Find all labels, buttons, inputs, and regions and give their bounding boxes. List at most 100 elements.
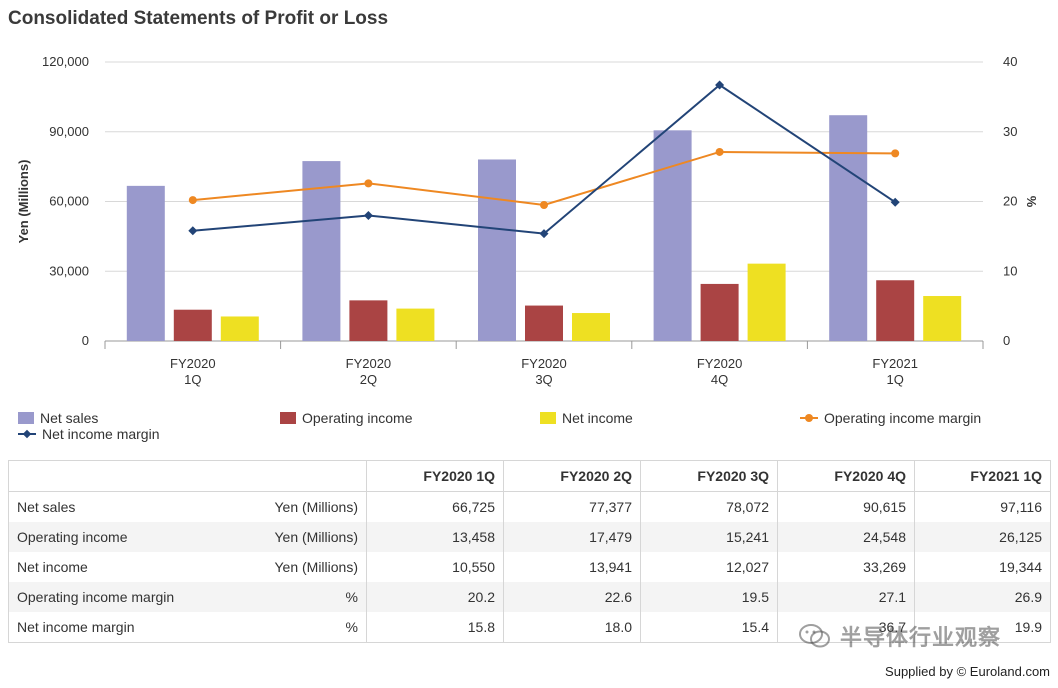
bar-net-sales	[829, 115, 868, 342]
table-cell: 12,027	[640, 552, 778, 582]
chart-legend: Net sales Operating income Net income Op…	[18, 410, 1048, 450]
bar-operating-income	[173, 309, 212, 341]
point-operating-income-margin	[540, 200, 548, 209]
y2-tick-label: 0	[1003, 333, 1010, 348]
row-name: Operating income	[8, 522, 209, 552]
table-cell: 20.2	[366, 582, 504, 612]
legend-label: Net sales	[40, 410, 99, 426]
bar-operating-income	[525, 305, 563, 341]
line-operating-income-margin	[192, 150, 896, 207]
watermark-text: 半导体行业观察	[840, 625, 1002, 650]
net-sales-swatch	[18, 412, 34, 424]
table-header-cell: FY2021 1Q	[914, 460, 1051, 492]
y2-tick-label: 20	[1003, 194, 1017, 209]
net-income-margin-swatch	[18, 428, 36, 440]
table-cell: 36.7	[777, 612, 915, 643]
operating-income-swatch	[280, 412, 296, 424]
row-name: Net income margin	[8, 612, 209, 643]
x-tick-label: 1Q	[184, 372, 201, 387]
legend-label: Net income	[562, 410, 633, 426]
table-header-cell: FY2020 3Q	[640, 460, 778, 492]
table-row: Operating income Yen (Millions) 13,458 1…	[8, 522, 1051, 552]
table-cell: 33,269	[777, 552, 915, 582]
table-cell: 26.9	[914, 582, 1051, 612]
bar-net-income	[220, 316, 259, 341]
table-cell: 78,072	[640, 491, 778, 522]
row-unit: Yen (Millions)	[208, 552, 367, 582]
y-tick-label: 0	[82, 333, 89, 348]
net-income-swatch	[540, 412, 556, 424]
table-cell: 13,458	[366, 522, 504, 552]
table-header-cell: FY2020 2Q	[503, 460, 641, 492]
y-tick-label: 120,000	[42, 54, 89, 69]
legend-item-operating-income-margin[interactable]: Operating income margin	[800, 410, 981, 426]
table-cell: 24,548	[777, 522, 915, 552]
table-cell: 10,550	[366, 552, 504, 582]
x-tick-label: FY2020	[521, 356, 567, 371]
point-operating-income-margin	[364, 179, 373, 188]
row-name: Operating income margin	[8, 582, 209, 612]
row-unit: %	[208, 582, 367, 612]
table-row: Net income Yen (Millions) 10,550 13,941 …	[8, 552, 1051, 582]
legend-item-operating-income[interactable]: Operating income	[280, 410, 413, 426]
table-cell: 15.4	[640, 612, 778, 643]
y-tick-label: 60,000	[49, 194, 89, 209]
point-net-income-margin	[188, 226, 198, 236]
x-tick-label: 1Q	[887, 372, 904, 387]
table-cell: 18.0	[503, 612, 641, 643]
x-tick-label: FY2020	[170, 356, 216, 371]
y-tick-label: 90,000	[49, 124, 89, 139]
legend-item-net-income[interactable]: Net income	[540, 410, 633, 426]
bar-net-sales	[478, 159, 516, 341]
table-header-row: FY2020 1Q FY2020 2Q FY2020 3Q FY2020 4Q …	[8, 460, 1051, 492]
table-cell: 19.5	[640, 582, 778, 612]
row-name: Net income	[8, 552, 209, 582]
operating-income-margin-swatch	[800, 412, 818, 424]
table-row: Net sales Yen (Millions) 66,725 77,377 7…	[8, 491, 1051, 522]
table-cell: 13,941	[503, 552, 641, 582]
bar-net-income	[747, 263, 786, 341]
y2-tick-label: 40	[1003, 54, 1017, 69]
bar-net-income	[923, 296, 962, 341]
y-tick-label: 30,000	[49, 263, 89, 278]
bar-operating-income	[700, 283, 739, 341]
table-header-cell: FY2020 4Q	[777, 460, 915, 492]
supplied-by-credit: Supplied by © Euroland.com	[885, 664, 1050, 679]
combo-chart: 0 30,000 60,000 90,000 120,000 0 10 20 30 40 Yen (…	[16, 54, 1039, 387]
line-net-income-margin	[192, 83, 896, 235]
table-cell: 66,725	[366, 491, 504, 522]
x-tick-label: 3Q	[535, 372, 552, 387]
x-tick-label: 2Q	[360, 372, 377, 387]
y-axis-label: Yen (Millions)	[16, 160, 31, 244]
table-cell: 17,479	[503, 522, 641, 552]
legend-item-net-sales[interactable]: Net sales	[18, 410, 98, 426]
x-tick-label: FY2020	[346, 356, 392, 371]
legend-label: Net income margin	[42, 426, 160, 442]
y2-tick-label: 10	[1003, 263, 1017, 278]
table-header-cell: FY2020 1Q	[366, 460, 504, 492]
row-name: Net sales	[8, 491, 209, 522]
table-cell: 19,344	[914, 552, 1051, 582]
point-net-income-margin	[715, 80, 725, 90]
table-cell: 90,615	[777, 491, 915, 522]
bar-operating-income	[876, 280, 915, 341]
point-operating-income-margin	[188, 196, 197, 205]
watermark: 半导体行业观察	[798, 620, 1001, 652]
row-unit: Yen (Millions)	[208, 522, 367, 552]
point-operating-income-margin	[891, 149, 900, 158]
bar-net-sales	[302, 161, 341, 341]
legend-label: Operating income margin	[824, 410, 982, 426]
table-header-blank	[8, 460, 367, 492]
wechat-icon	[799, 624, 830, 648]
table-row: Operating income margin % 20.2 22.6 19.5…	[8, 582, 1051, 612]
point-net-income-margin	[363, 210, 373, 220]
legend-label: Operating income	[302, 410, 413, 426]
table-cell: 22.6	[503, 582, 641, 612]
point-net-income-margin	[539, 229, 549, 239]
bar-operating-income	[349, 300, 388, 341]
table-cell: 15.8	[366, 612, 504, 643]
bar-net-income	[572, 313, 610, 341]
data-table: FY2020 1Q FY2020 2Q FY2020 3Q FY2020 4Q …	[8, 460, 1051, 643]
legend-item-net-income-margin[interactable]: Net income margin	[18, 426, 160, 442]
x-tick-label: FY2020	[697, 356, 743, 371]
